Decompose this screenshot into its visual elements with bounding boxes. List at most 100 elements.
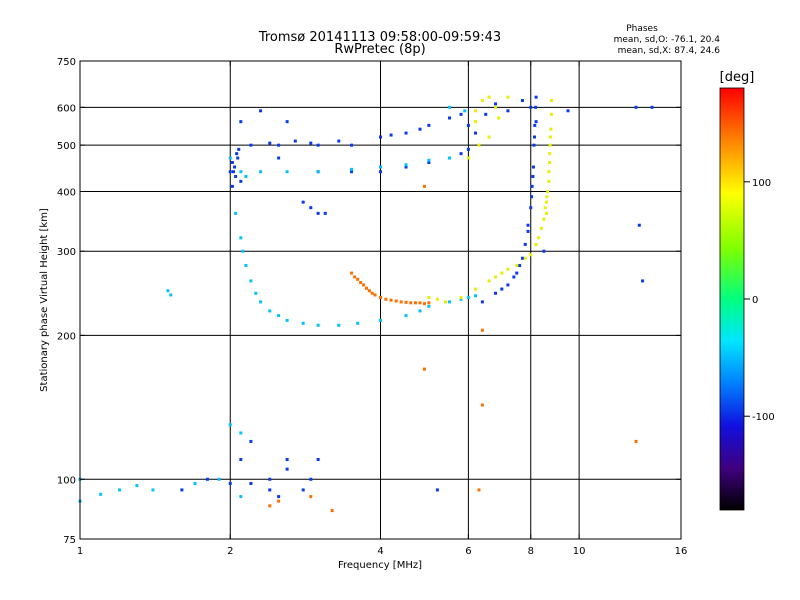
data-point: [356, 321, 360, 325]
data-point: [418, 127, 422, 131]
data-point: [316, 457, 320, 461]
data-point: [356, 277, 360, 281]
data-point: [309, 206, 313, 210]
data-point: [427, 304, 431, 308]
x-tick-label: 4: [377, 546, 383, 557]
data-point: [350, 167, 354, 171]
data-point: [459, 297, 463, 301]
data-point: [277, 495, 281, 499]
data-point: [506, 283, 510, 287]
data-point: [537, 236, 541, 240]
data-point: [480, 99, 484, 103]
data-point: [529, 105, 533, 109]
x-tick-label: 6: [465, 546, 471, 557]
data-point: [301, 321, 305, 325]
x-tick-label: 1: [77, 546, 83, 557]
y-tick-label: 300: [57, 247, 76, 258]
data-point: [239, 170, 243, 174]
data-point: [549, 127, 553, 131]
data-point: [249, 481, 253, 485]
data-point: [422, 302, 426, 306]
colorbar-tick-label: 100: [752, 178, 771, 189]
data-point: [384, 297, 388, 301]
data-point: [487, 135, 491, 139]
data-point: [427, 301, 431, 305]
data-point: [389, 298, 393, 302]
data-point: [244, 264, 248, 268]
stats-o-line: mean, sd,O: -76.1, 20.4: [614, 35, 721, 45]
data-point: [135, 484, 139, 488]
data-point: [309, 477, 313, 481]
data-point: [448, 116, 452, 120]
data-point: [379, 165, 382, 169]
axis-ticks: 1 2 4 6 8 10 16 75 100 200 300 400 500 600 750: [57, 57, 687, 557]
data-point: [459, 152, 463, 156]
data-point: [301, 488, 305, 492]
y-tick-label: 75: [63, 535, 76, 546]
data-point: [370, 291, 374, 295]
data-point: [494, 102, 498, 106]
data-point: [359, 281, 363, 285]
data-point: [473, 120, 477, 124]
data-point: [379, 135, 382, 139]
data-point: [494, 275, 498, 279]
data-point: [543, 206, 547, 210]
data-point: [241, 249, 245, 253]
data-point: [529, 253, 533, 257]
data-point: [399, 300, 403, 304]
data-point: [259, 109, 263, 113]
data-point: [549, 99, 553, 103]
data-point: [337, 323, 341, 327]
data-point: [650, 105, 654, 109]
data-point: [277, 143, 281, 147]
x-axis-label: Frequency [MHz]: [338, 560, 422, 571]
data-point: [515, 271, 519, 275]
chart-title: Tromsø 20141113 09:58:00-09:59:43: [258, 30, 501, 45]
data-point: [228, 423, 232, 427]
data-point: [323, 211, 327, 215]
data-point: [477, 143, 481, 147]
data-point: [534, 105, 538, 109]
stats-x-line: mean, sd,X: 87.4, 24.6: [618, 46, 721, 56]
y-tick-label: 200: [57, 331, 76, 342]
data-point: [487, 279, 491, 283]
data-point: [293, 139, 297, 143]
y-tick-label: 500: [57, 141, 76, 152]
data-point: [268, 477, 272, 481]
data-point: [379, 296, 382, 300]
x-tick-label: 16: [675, 546, 688, 557]
data-point: [548, 135, 552, 139]
data-point: [531, 165, 535, 169]
data-point: [316, 323, 320, 327]
data-point: [268, 141, 272, 145]
colorbar-tick-label: 0: [752, 295, 758, 306]
data-point: [530, 195, 534, 199]
data-point: [254, 291, 258, 295]
data-point: [634, 439, 638, 443]
data-point: [230, 184, 234, 188]
data-point: [542, 217, 546, 221]
data-point: [239, 431, 243, 435]
data-point: [533, 123, 537, 127]
data-point: [547, 170, 551, 174]
data-point: [466, 147, 470, 151]
data-point: [473, 131, 477, 135]
data-point: [463, 109, 467, 113]
data-point: [473, 109, 477, 113]
data-point: [529, 206, 533, 210]
data-point: [548, 143, 552, 147]
data-point: [641, 279, 645, 283]
data-point: [236, 156, 240, 160]
colorbar: [719, 87, 745, 511]
data-point: [534, 95, 538, 99]
data-point: [285, 318, 289, 322]
data-point: [542, 249, 546, 253]
data-point: [413, 301, 417, 305]
data-point: [435, 297, 439, 301]
data-point: [404, 314, 408, 318]
data-point: [506, 95, 510, 99]
data-point: [301, 200, 305, 204]
data-point: [350, 143, 354, 147]
colorbar-label: [deg]: [720, 70, 755, 85]
data-point: [427, 296, 431, 300]
